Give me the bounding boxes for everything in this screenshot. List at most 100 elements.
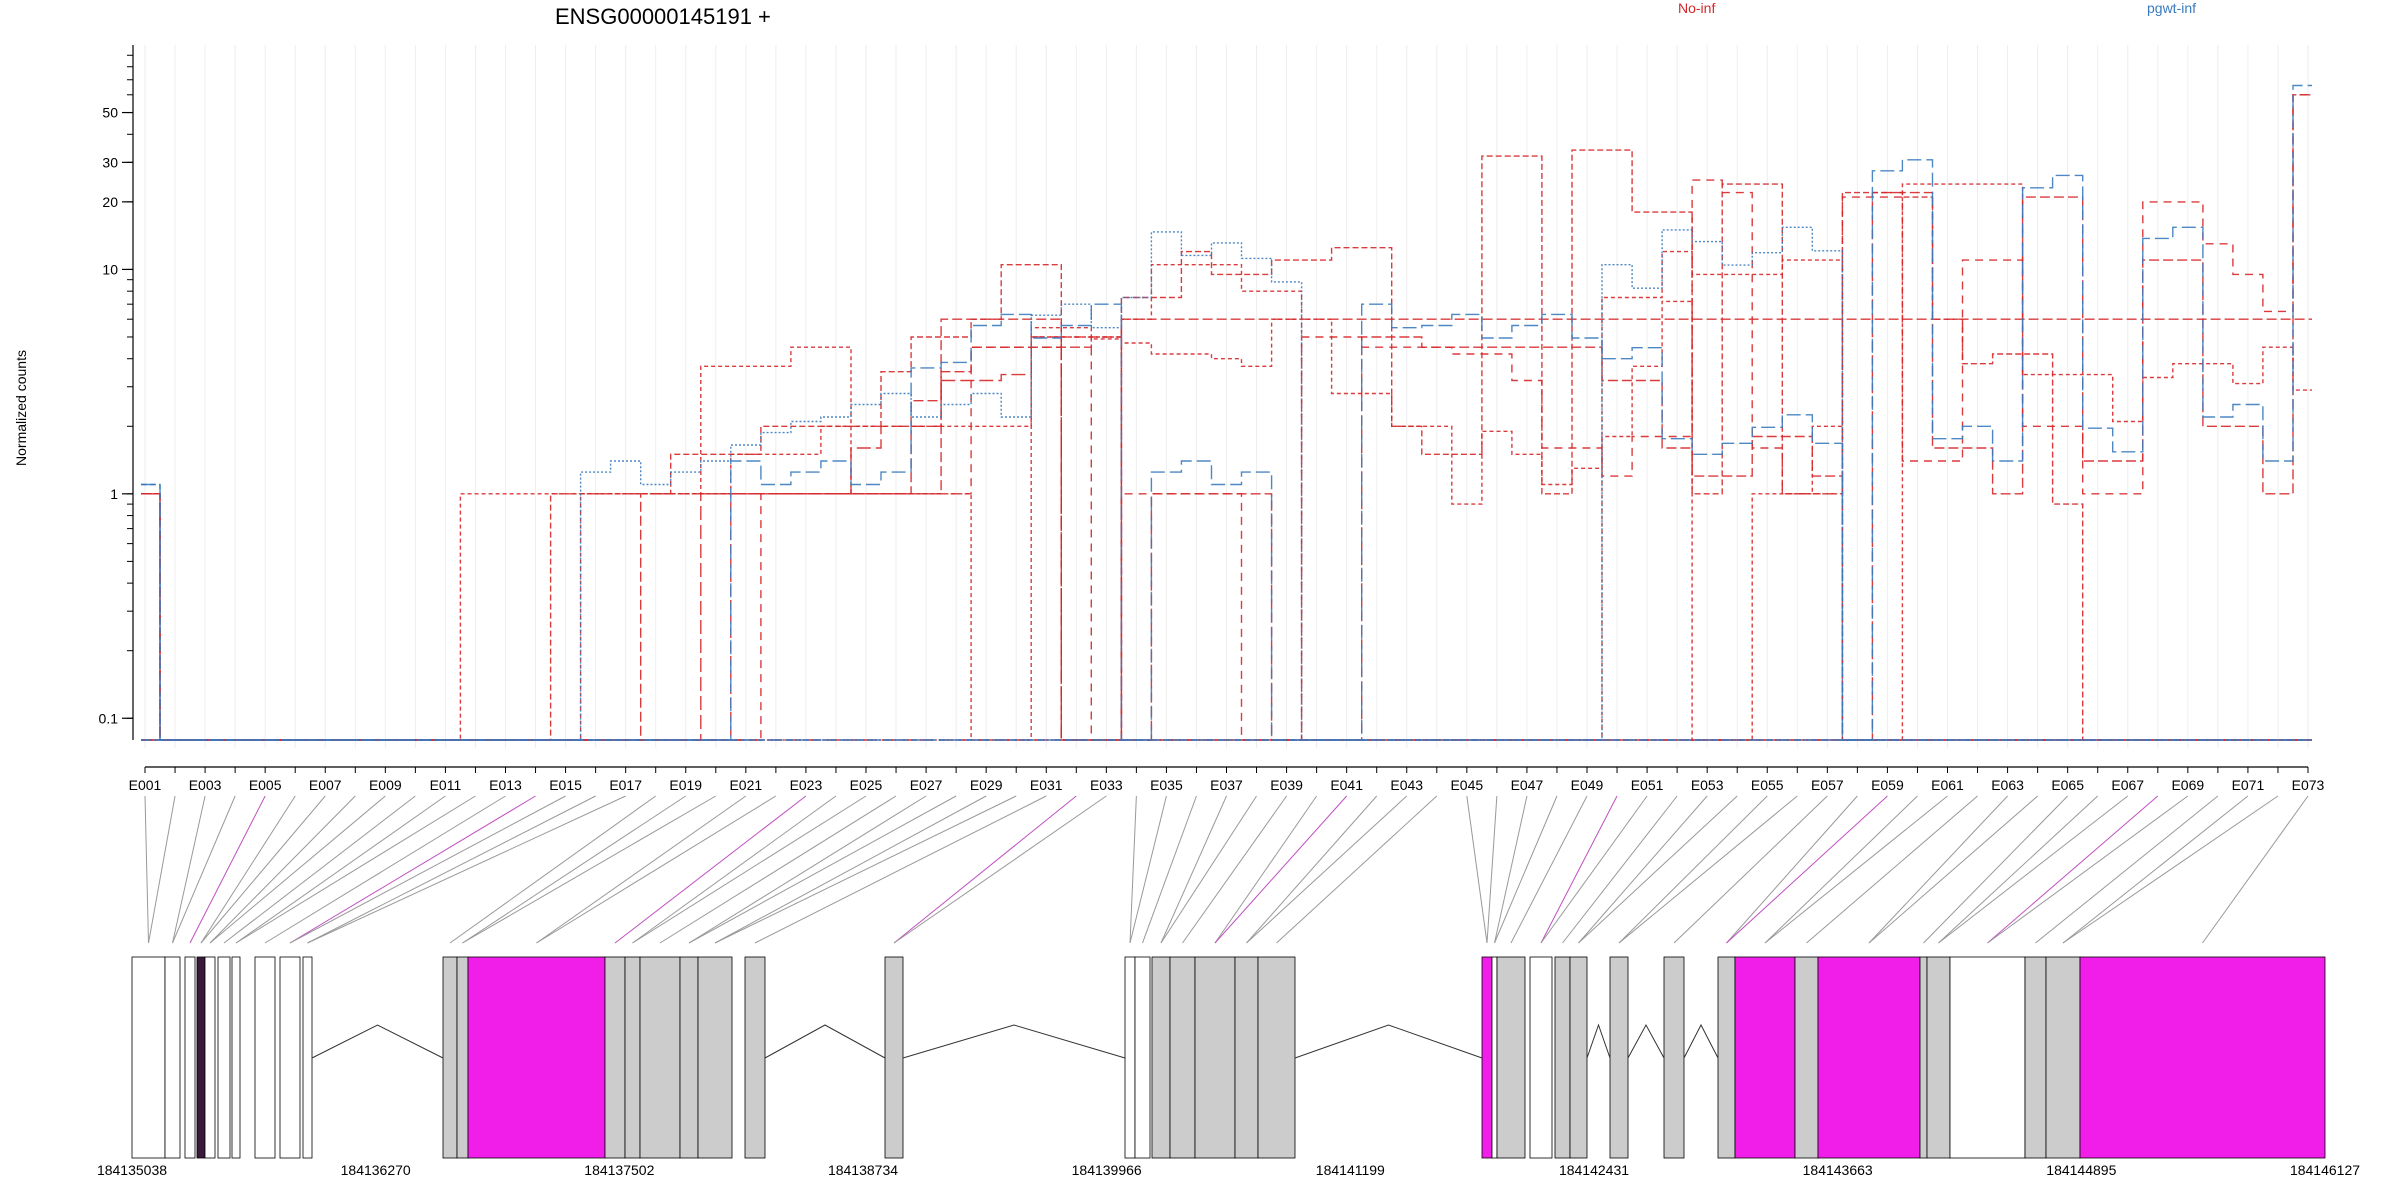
exon-block [1734, 956, 1796, 1159]
connector-line [1618, 795, 1798, 944]
connector-line [536, 795, 747, 944]
x-tick-label: E033 [1090, 777, 1123, 793]
connector-line [659, 795, 897, 944]
exon-block [1949, 956, 2026, 1159]
exon-block [467, 956, 606, 1159]
exon-block [231, 956, 241, 1159]
connector-line [1923, 795, 2069, 944]
connector-line [1494, 795, 1528, 944]
connector-line [1494, 795, 1558, 944]
genomic-coordinate-label: 184138734 [828, 1162, 898, 1178]
connector-line [1246, 795, 1378, 944]
exon-block [1529, 956, 1553, 1159]
exon-block [1554, 956, 1571, 1159]
exon-block [1817, 956, 1921, 1159]
connector-line [1182, 795, 1287, 944]
exon-block [204, 956, 216, 1159]
connector-line [289, 795, 566, 944]
connector-line [1806, 795, 1978, 944]
x-tick-label: E041 [1330, 777, 1363, 793]
connector-line [1129, 795, 1137, 944]
exon-block [1609, 956, 1629, 1159]
connector-line [209, 795, 356, 944]
x-tick-label: E007 [309, 777, 342, 793]
intron-line [311, 1024, 444, 1059]
connector-line [614, 795, 807, 944]
connector-line [307, 795, 596, 944]
vertical-gridlines [144, 45, 2309, 748]
connector-line [714, 795, 987, 944]
connector-line [1540, 795, 1648, 944]
exon-block [456, 956, 469, 1159]
connector-line [1466, 795, 1488, 944]
x-tick-label: E055 [1751, 777, 1784, 793]
x-tick-label: E047 [1511, 777, 1544, 793]
exon-block [1151, 956, 1171, 1159]
x-tick-label: E065 [2051, 777, 2084, 793]
y-tick-label: 1 [110, 486, 118, 502]
series-line [141, 250, 2312, 741]
connector-line [1214, 795, 1348, 944]
connector-line [1618, 795, 1768, 944]
gene-model: 184135038 184136270 184137502 184138734 1841… [97, 956, 2360, 1178]
axes: 0.1 1 10 20 30 50 E001 E003 E005 E007 E009 E011 E013… [99, 45, 2325, 793]
x-tick-label: E027 [910, 777, 943, 793]
y-tick-label: 0.1 [99, 710, 119, 726]
intron-line [902, 1024, 1126, 1059]
connector-line [235, 795, 476, 944]
exon-block [1491, 956, 1498, 1159]
genomic-coordinate-label: 184139966 [1072, 1162, 1142, 1178]
x-tick-label: E057 [1811, 777, 1844, 793]
x-tick-label: E017 [609, 777, 642, 793]
exon-block [184, 956, 196, 1159]
connector-line [1129, 795, 1167, 944]
genomic-coordinate-label: 184142431 [1559, 1162, 1629, 1178]
genomic-coordinate-label: 184137502 [584, 1162, 654, 1178]
exon-block [1794, 956, 1819, 1159]
x-tick-label: E021 [729, 777, 762, 793]
x-tick-label: E025 [850, 777, 883, 793]
connector-line [264, 795, 506, 944]
exon-block [697, 956, 733, 1159]
intron-line [1586, 1023, 1611, 1059]
connector-line [1578, 795, 1738, 944]
connector-line [1987, 795, 2159, 944]
connector-line [189, 795, 266, 944]
connector-line [1510, 795, 1588, 944]
connector-line [1726, 795, 1858, 944]
y-tick-label: 30 [102, 154, 118, 170]
exon-block [302, 956, 313, 1159]
exon-block [604, 956, 626, 1159]
exon-block [1919, 956, 1928, 1159]
series-line [141, 226, 2312, 741]
x-tick-label: E045 [1450, 777, 1483, 793]
connector-line [632, 795, 837, 944]
exon-block [1569, 956, 1588, 1159]
series-line [141, 483, 2312, 741]
x-tick-label: E053 [1691, 777, 1724, 793]
exon-connectors [144, 795, 2309, 944]
connector-line [688, 795, 927, 944]
genomic-coordinate-label: 184144895 [2046, 1162, 2116, 1178]
connector-line [1868, 795, 2038, 944]
exon-block [1234, 956, 1259, 1159]
connector-line [209, 795, 386, 944]
exon-block [1481, 956, 1493, 1159]
connector-line [714, 795, 1017, 944]
exon-block [1663, 956, 1685, 1159]
intron-line [1294, 1024, 1483, 1059]
connector-line [1214, 795, 1318, 944]
exon-block [639, 956, 681, 1159]
x-tick-label: E019 [669, 777, 702, 793]
genomic-coordinate-label: 184136270 [341, 1162, 411, 1178]
connector-line [200, 795, 296, 944]
y-axis-label: Normalized counts [13, 350, 29, 466]
connector-line [1160, 795, 1257, 944]
connector-line [1540, 795, 1618, 944]
connector-line [1764, 795, 1918, 944]
connector-line [462, 795, 717, 944]
exon-block [1496, 956, 1526, 1159]
x-tick-label: E009 [369, 777, 402, 793]
intron-line [764, 1024, 886, 1059]
